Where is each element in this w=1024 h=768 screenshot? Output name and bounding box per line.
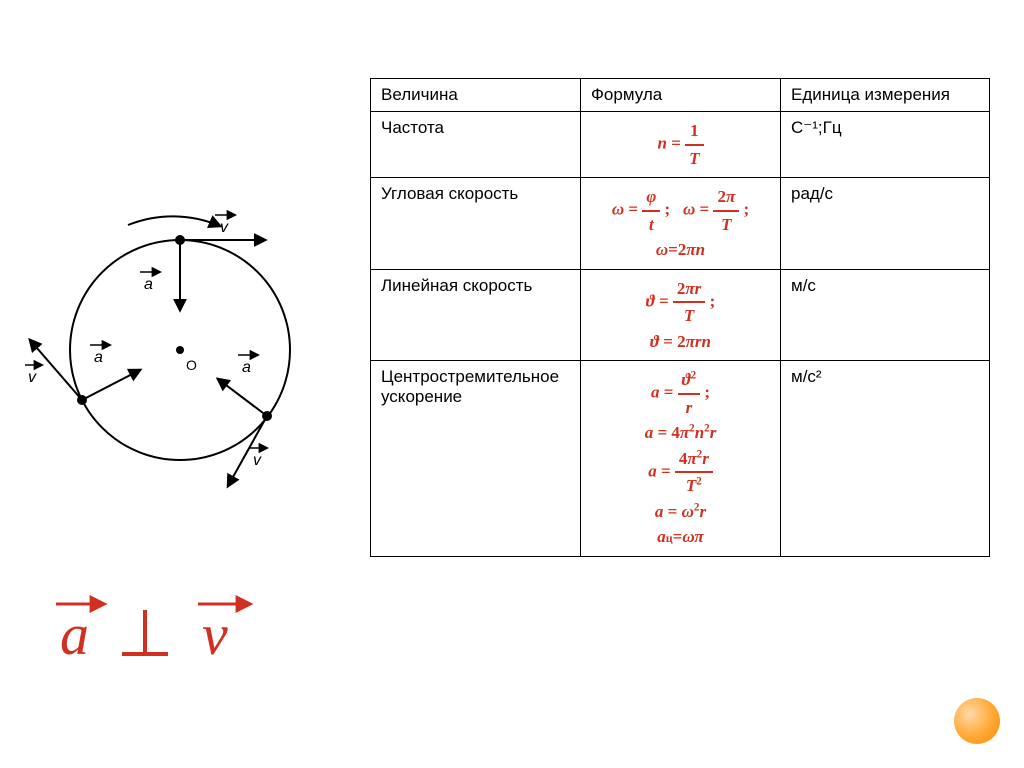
svg-text:a: a (60, 602, 89, 667)
unit-cell: С⁻¹;Гц (781, 112, 990, 178)
table-row: Линейная скорость ϑ = 2πrT ; ϑ = 2πrn м/… (371, 269, 990, 361)
col-formula: Формула (581, 79, 781, 112)
unit-cell: м/с (781, 269, 990, 361)
svg-text:v: v (202, 602, 228, 667)
svg-text:a: a (242, 359, 251, 376)
circle-diagram: O v a v a (20, 190, 340, 510)
svg-text:v: v (28, 369, 37, 386)
formula-table: Величина Формула Единица измерения Часто… (370, 78, 990, 557)
svg-text:v: v (220, 219, 229, 236)
table-row: Частота n = 1T С⁻¹;Гц (371, 112, 990, 178)
perpendicular-relation: a v (50, 590, 280, 684)
decorative-dot (954, 698, 1000, 744)
formula-cell: a = ϑ2r ; a = 4π2n2r a = 4π2rT2 a = ω2r … (581, 361, 781, 557)
table-row: Угловая скорость ω = φt ; ω = 2πT ; ω=2π… (371, 178, 990, 270)
svg-text:v: v (253, 452, 262, 469)
formula-cell: ω = φt ; ω = 2πT ; ω=2πn (581, 178, 781, 270)
col-unit: Единица измерения (781, 79, 990, 112)
center-label: O (186, 357, 197, 373)
formula-cell: n = 1T (581, 112, 781, 178)
table-row: Центростремительное ускорение a = ϑ2r ; … (371, 361, 990, 557)
quantity-cell: Частота (371, 112, 581, 178)
formula-cell: ϑ = 2πrT ; ϑ = 2πrn (581, 269, 781, 361)
table-header-row: Величина Формула Единица измерения (371, 79, 990, 112)
unit-cell: рад/с (781, 178, 990, 270)
unit-cell: м/с² (781, 361, 990, 557)
svg-text:a: a (94, 349, 103, 366)
col-quantity: Величина (371, 79, 581, 112)
svg-text:a: a (144, 276, 153, 293)
quantity-cell: Центростремительное ускорение (371, 361, 581, 557)
quantity-cell: Угловая скорость (371, 178, 581, 270)
quantity-cell: Линейная скорость (371, 269, 581, 361)
page-root: O v a v a (0, 0, 1024, 768)
